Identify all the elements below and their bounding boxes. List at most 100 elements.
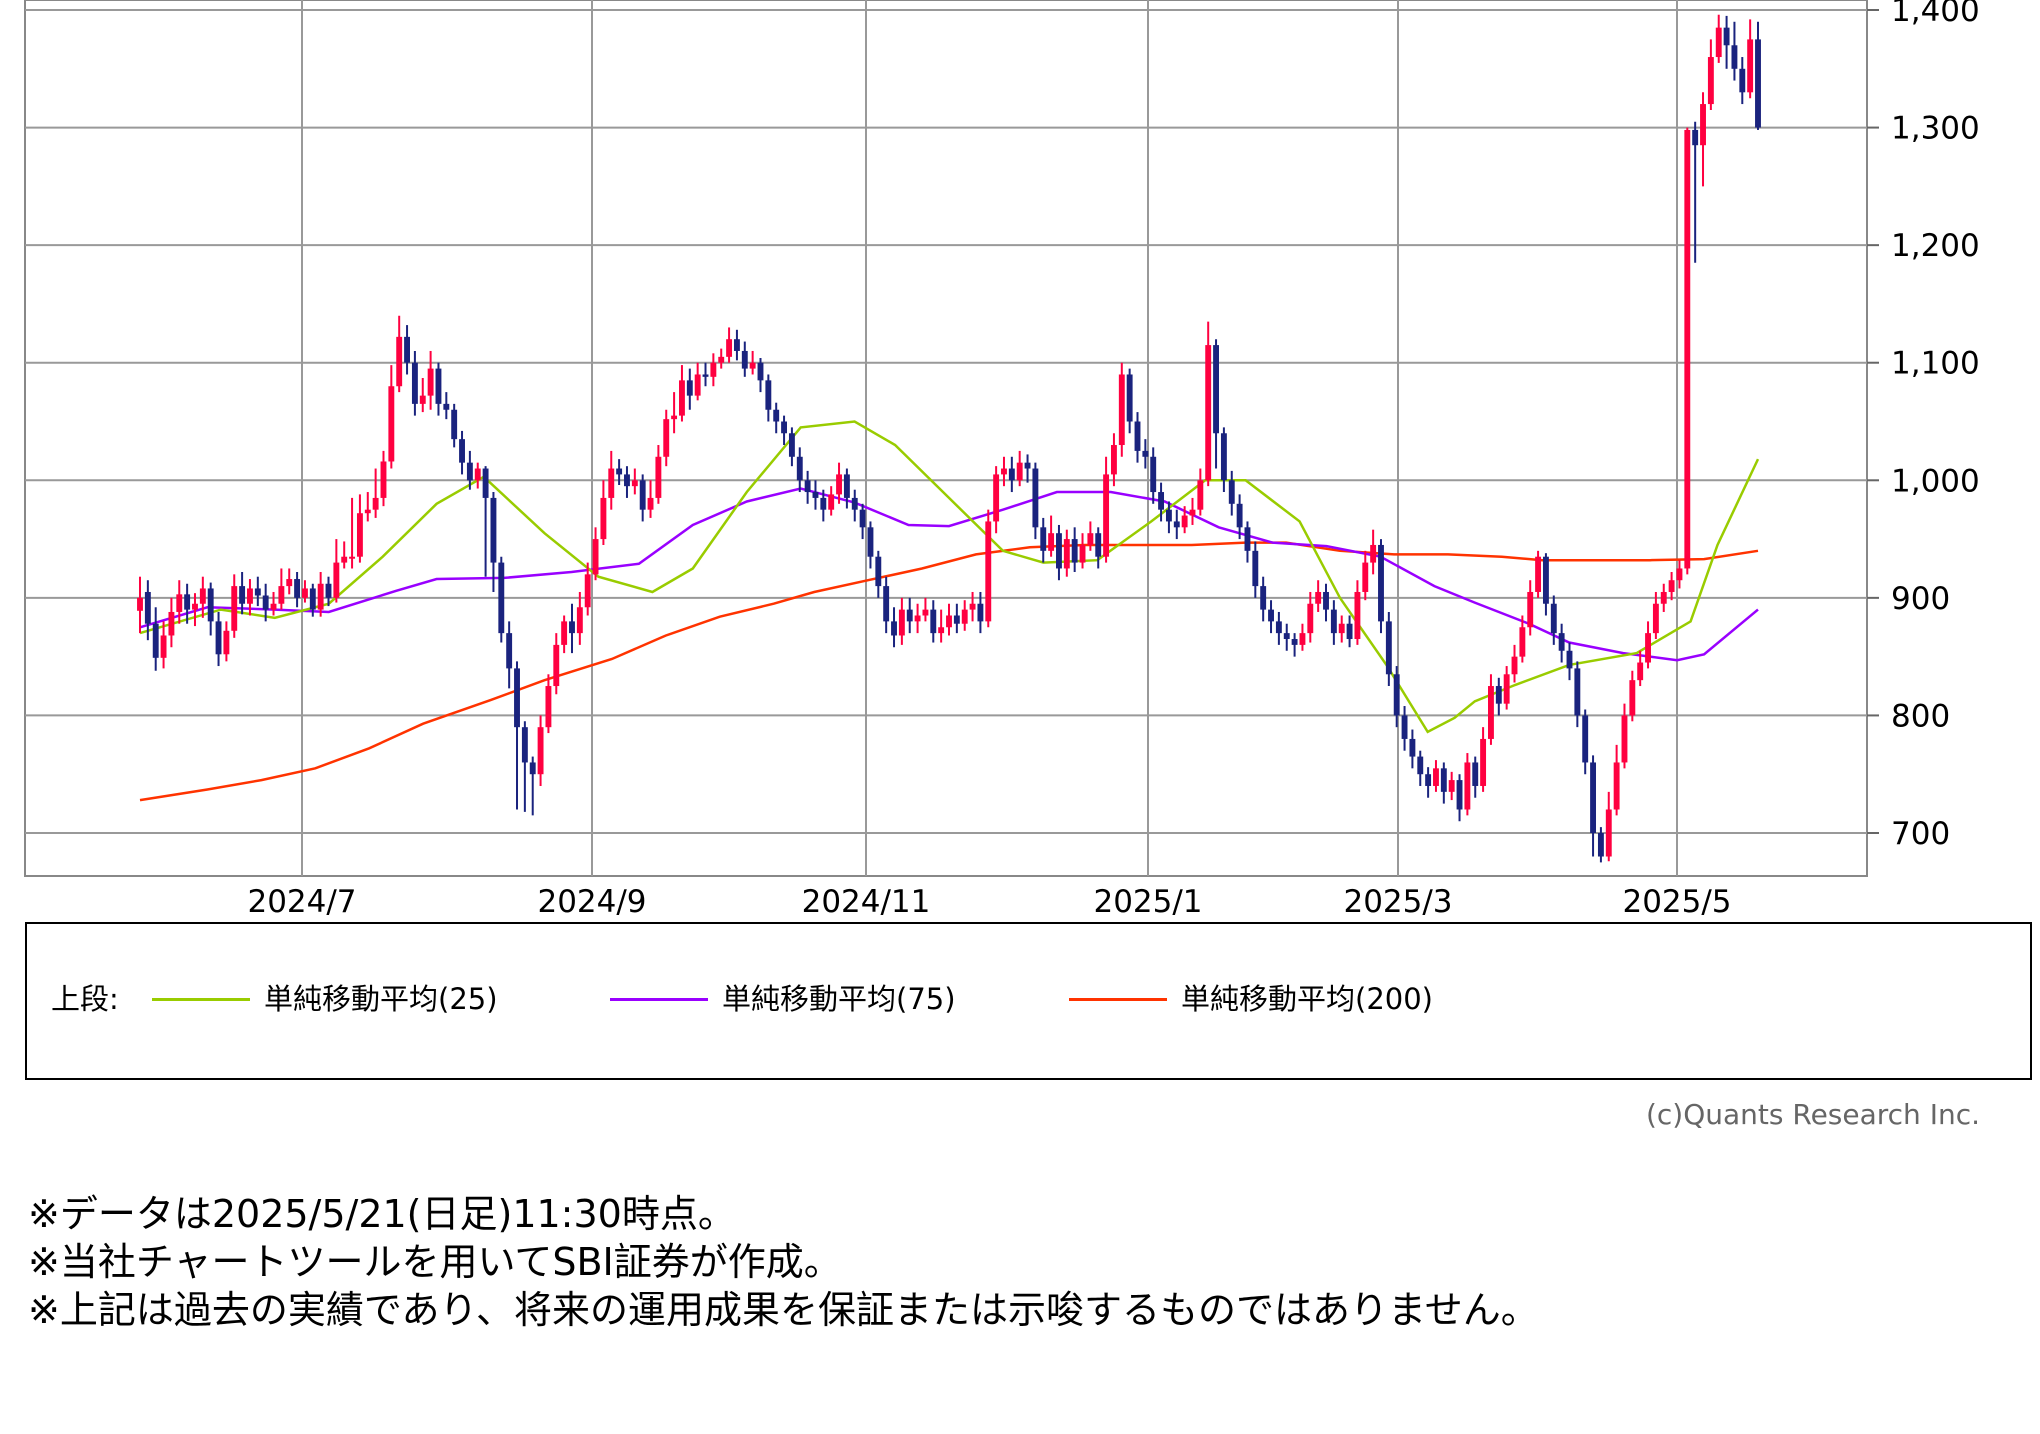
candle-body	[1220, 433, 1227, 481]
candle-body	[215, 621, 222, 655]
candle-body	[1016, 462, 1023, 481]
candle-body	[404, 336, 410, 363]
candle-body	[930, 609, 937, 634]
candle-body	[600, 497, 607, 540]
candle-body	[466, 462, 473, 481]
candle-body	[804, 480, 811, 493]
candle-body	[349, 556, 356, 559]
candle-body	[1158, 492, 1165, 510]
legend-label-ma25: 単純移動平均(25)	[264, 982, 498, 1016]
candle-body	[1110, 445, 1117, 475]
candle-body	[883, 586, 890, 622]
candle-body	[828, 494, 835, 510]
candle-body	[474, 468, 481, 481]
candle-body	[1433, 768, 1439, 786]
candle-body	[247, 588, 253, 604]
candle-body	[1040, 527, 1047, 551]
candle-body	[1723, 27, 1730, 46]
candle-body	[891, 621, 897, 636]
candle-body	[1173, 521, 1180, 528]
candle-body	[1503, 674, 1510, 704]
candle-body	[1613, 762, 1620, 810]
candle-body	[1393, 674, 1400, 716]
candle-body	[733, 339, 740, 351]
candle-body	[1134, 421, 1141, 451]
legend: 上段: 単純移動平均(25) 単純移動平均(75) 単純移動平均(200)	[25, 922, 2032, 1080]
candle-body	[231, 586, 238, 631]
candle-body	[561, 621, 568, 645]
candle-body	[1001, 468, 1007, 475]
candle-body	[1448, 780, 1455, 792]
candle-body	[325, 583, 332, 598]
candle-body	[1692, 129, 1699, 146]
y-tick-label: 1,400	[1891, 0, 1980, 29]
candle-body	[317, 583, 324, 610]
candle-body	[1637, 662, 1644, 681]
candle-body	[922, 609, 929, 616]
candle-body	[1739, 68, 1746, 93]
x-tick-label: 2024/9	[537, 884, 646, 920]
candle-body	[459, 439, 465, 463]
candle-body	[239, 586, 246, 604]
candle-body	[710, 362, 717, 377]
candle-body	[160, 635, 167, 658]
candle-body	[1346, 623, 1353, 640]
candle-body	[294, 579, 301, 598]
candle-body	[663, 419, 670, 457]
candle-body	[977, 603, 984, 622]
x-tick-label: 2025/5	[1622, 884, 1731, 920]
candle-body	[1558, 633, 1565, 651]
candle-body	[1252, 550, 1259, 587]
candle-body	[301, 588, 308, 598]
grid	[25, 0, 1867, 876]
candle-body	[1550, 603, 1557, 634]
candle-body	[380, 461, 387, 498]
candle-body	[419, 395, 426, 404]
candle-body	[1268, 609, 1274, 622]
y-tick-label: 1,300	[1891, 111, 1980, 147]
candle-body	[1707, 57, 1714, 105]
candle-body	[537, 727, 544, 775]
candle-body	[616, 468, 623, 475]
candle-body	[788, 433, 795, 457]
candle-body	[1574, 668, 1581, 716]
note-source: ※当社チャートツールを用いてSBI証券が作成。	[28, 1240, 842, 1284]
candle-body	[624, 474, 630, 487]
candle-body	[906, 609, 913, 622]
candle-body	[757, 362, 764, 381]
candle-body	[1440, 768, 1447, 792]
candle-body	[1472, 762, 1479, 786]
candle-body	[356, 513, 363, 557]
candle-body	[1511, 656, 1518, 675]
candle-body	[961, 609, 968, 624]
candle-body	[1032, 468, 1039, 528]
candle-body	[898, 609, 905, 636]
candle-body	[498, 562, 505, 634]
y-tick-label: 1,100	[1891, 346, 1980, 382]
candle-body	[765, 380, 772, 410]
candle-body	[553, 644, 560, 687]
legend-swatch-ma75	[610, 998, 708, 1001]
candle-body	[1409, 738, 1416, 757]
notes: ※データは2025/5/21(日足)11:30時点。 ※当社チャートツールを用い…	[28, 1190, 1539, 1334]
x-tick-label: 2025/1	[1093, 884, 1202, 920]
candle-body	[726, 339, 733, 357]
candle-body	[1417, 756, 1424, 775]
candle-body	[1205, 345, 1212, 481]
candle-body	[584, 574, 591, 608]
candle-body	[1645, 633, 1651, 663]
candle-body	[1291, 639, 1298, 645]
candle-body	[333, 562, 340, 598]
candle-body	[1330, 609, 1337, 634]
candle-body	[781, 421, 788, 434]
candle-body	[451, 409, 458, 440]
candle-body	[1362, 562, 1369, 592]
candle-body	[372, 497, 379, 510]
candle-body	[1008, 468, 1015, 481]
candle-body	[427, 368, 434, 396]
candle-body	[647, 497, 654, 510]
candle-body	[1480, 738, 1487, 786]
candles	[137, 14, 1761, 863]
candle-body	[443, 403, 450, 410]
candle-body	[137, 597, 143, 611]
